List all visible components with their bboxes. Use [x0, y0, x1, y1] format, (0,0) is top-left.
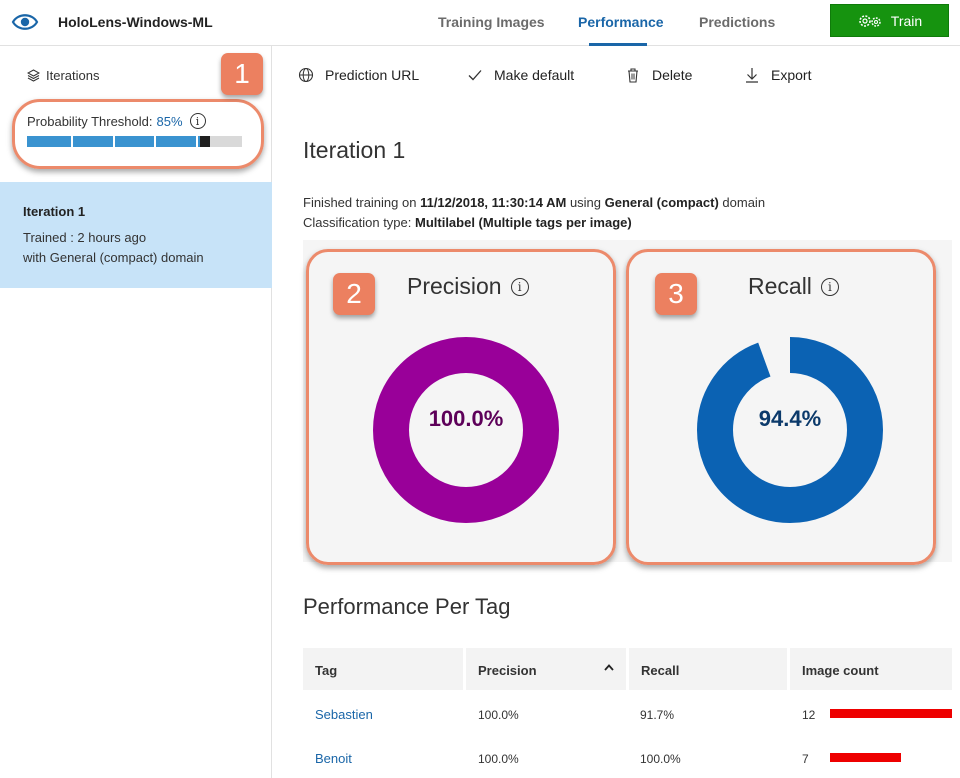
layers-icon	[27, 69, 40, 82]
finished-mid: using	[566, 195, 605, 210]
iteration-title: Iteration 1	[303, 137, 406, 163]
precision-donut-arc	[373, 337, 559, 523]
callout-badge-2: 2	[333, 273, 375, 315]
train-button-label: Train	[890, 12, 923, 29]
column-header-image-count-label: Image count	[802, 663, 879, 678]
slider-tick	[71, 136, 73, 147]
slider-handle[interactable]	[200, 136, 210, 147]
column-header-precision[interactable]: Precision	[466, 648, 626, 690]
finished-date: 11/12/2018, 11:30:14 AM	[420, 195, 567, 210]
performance-per-tag-title: Performance Per Tag	[303, 594, 511, 619]
classification-prefix: Classification type:	[303, 215, 415, 230]
recall-title-text: Recall	[748, 273, 812, 299]
recall-donut	[697, 337, 883, 523]
iterations-header[interactable]: Iterations	[27, 68, 99, 83]
tab-performance[interactable]: Performance	[578, 14, 664, 30]
tag-link[interactable]: Sebastien	[315, 707, 373, 722]
classification-value: Multilabel (Multiple tags per image)	[415, 215, 632, 230]
finished-domain: General (compact)	[604, 195, 719, 210]
gears-icon	[858, 14, 881, 27]
threshold-label: Probability Threshold:	[27, 113, 153, 129]
trash-icon	[628, 68, 638, 83]
iteration-domain: with General (compact) domain	[23, 250, 204, 265]
tab-training-images[interactable]: Training Images	[438, 14, 545, 30]
delete-label: Delete	[652, 67, 693, 83]
callout-badge-1: 1	[221, 53, 263, 95]
recall-donut-arc	[697, 337, 883, 523]
active-tab-indicator	[589, 43, 647, 46]
tab-predictions[interactable]: Predictions	[699, 14, 776, 30]
tag-recall: 91.7%	[640, 708, 675, 722]
iteration-name: Iteration 1	[23, 204, 86, 219]
info-icon[interactable]: i	[189, 113, 206, 129]
threshold-slider[interactable]	[27, 136, 242, 147]
precision-donut	[373, 337, 559, 523]
make-default-label: Make default	[494, 67, 575, 83]
column-header-tag[interactable]: Tag	[303, 648, 463, 690]
train-button[interactable]: Train	[830, 4, 949, 37]
make-default-button[interactable]: Make default	[467, 67, 574, 83]
column-header-tag-label: Tag	[315, 663, 338, 678]
globe-icon	[298, 67, 314, 83]
column-header-precision-label: Precision	[478, 663, 537, 678]
eye-icon[interactable]	[11, 9, 39, 35]
tag-precision: 100.0%	[478, 708, 519, 722]
column-header-image-count[interactable]: Image count	[790, 648, 952, 690]
export-label: Export	[771, 67, 812, 83]
recall-title: Recall i	[748, 273, 839, 300]
delete-button[interactable]: Delete	[625, 67, 692, 83]
info-icon[interactable]: i	[820, 277, 839, 296]
slider-tick	[196, 136, 198, 147]
info-icon[interactable]: i	[510, 277, 529, 296]
export-button[interactable]: Export	[744, 67, 811, 83]
precision-title: Precision i	[407, 273, 529, 300]
callout-ring-1	[12, 99, 264, 169]
callout-ring-2	[306, 249, 616, 565]
project-title: HoloLens-Windows-ML	[58, 14, 213, 30]
tag-image-count: 7	[802, 752, 809, 766]
sort-ascending-icon[interactable]	[604, 664, 614, 671]
sidebar-item-iteration-1[interactable]: Iteration 1 Trained : 2 hours ago with G…	[0, 182, 272, 288]
tag-recall: 100.0%	[640, 752, 681, 766]
column-header-recall-label: Recall	[641, 663, 680, 678]
download-icon	[746, 68, 758, 83]
iterations-label: Iterations	[46, 68, 100, 83]
prediction-url-label: Prediction URL	[325, 67, 420, 83]
probability-threshold: Probability Threshold: 85% i	[27, 113, 206, 129]
classification-type: Classification type: Multilabel (Multipl…	[303, 215, 632, 230]
callout-ring-3	[626, 249, 936, 565]
recall-value: 94.4%	[758, 406, 822, 431]
training-summary: Finished training on 11/12/2018, 11:30:1…	[303, 195, 765, 210]
callout-badge-3: 3	[655, 273, 697, 315]
tag-link[interactable]: Benoit	[315, 751, 352, 766]
tag-image-count: 12	[802, 708, 816, 722]
precision-value: 100.0%	[428, 406, 504, 431]
finished-prefix: Finished training on	[303, 195, 421, 210]
slider-tick	[154, 136, 156, 147]
prediction-url-button[interactable]: Prediction URL	[298, 67, 419, 83]
iteration-trained-time: Trained : 2 hours ago	[23, 230, 147, 245]
image-count-bar	[830, 753, 901, 762]
check-icon	[468, 70, 482, 81]
precision-title-text: Precision	[407, 273, 502, 299]
threshold-value: 85%	[156, 113, 183, 129]
column-header-recall[interactable]: Recall	[629, 648, 787, 690]
slider-tick	[113, 136, 115, 147]
image-count-bar	[830, 709, 952, 718]
tag-precision: 100.0%	[478, 752, 519, 766]
top-bar: HoloLens-Windows-ML Training Images Perf…	[0, 0, 960, 46]
finished-suffix: domain	[718, 195, 766, 210]
